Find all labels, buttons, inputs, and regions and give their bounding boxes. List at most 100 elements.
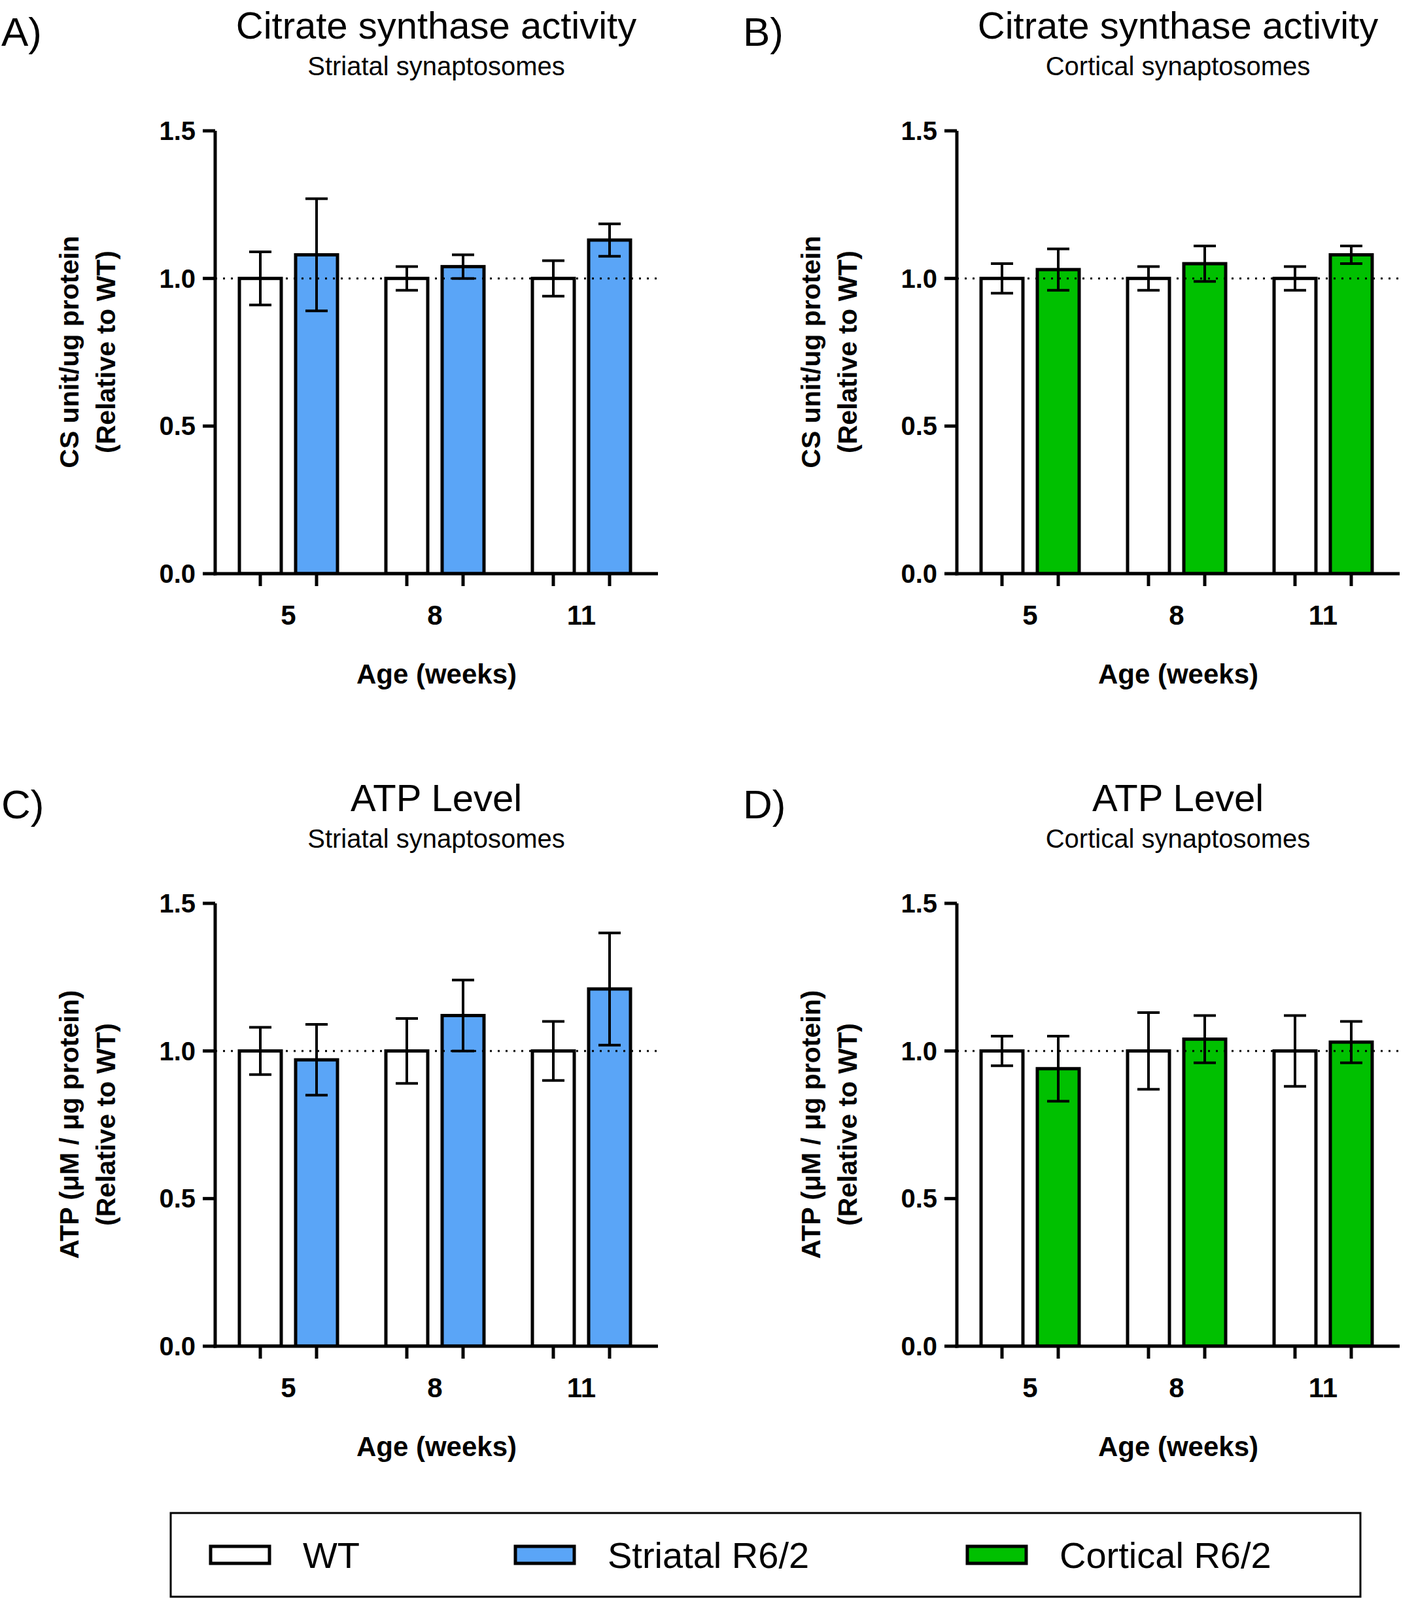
error-cap [1137, 1011, 1160, 1014]
x-tick [1349, 1346, 1354, 1359]
title: ATP Level [1092, 776, 1264, 819]
error-bar [305, 198, 328, 312]
error-bar [395, 1018, 418, 1084]
error-bar [598, 223, 621, 257]
x-tick [1349, 573, 1354, 587]
bar [532, 1051, 575, 1347]
error-cap [1193, 1061, 1216, 1065]
error-cap [1340, 1020, 1363, 1023]
y-axis [955, 903, 959, 1348]
bar [588, 240, 631, 574]
x-tick-label: 8 [427, 599, 443, 631]
error-cap [1047, 289, 1070, 292]
error-stem [461, 979, 465, 1051]
x-tick [259, 573, 263, 587]
error-cap [305, 197, 328, 201]
error-cap [990, 1034, 1014, 1038]
error-cap [990, 291, 1014, 295]
y-tick-label: 0.0 [158, 1331, 196, 1361]
y-tick-label: 0.5 [158, 1183, 196, 1213]
error-cap [542, 1079, 565, 1082]
bar [1330, 255, 1373, 574]
error-bar [451, 979, 475, 1051]
panel: C)ATP LevelStriatal synaptosomesATP (μM … [1, 776, 658, 1462]
x-tick [552, 573, 556, 587]
panel: A)Citrate synthase activityStriatal syna… [1, 3, 658, 690]
y-tick-label: 1.5 [900, 116, 938, 146]
error-stem [1203, 1015, 1207, 1063]
x-tick-label: 11 [1308, 1372, 1338, 1403]
error-stem [405, 266, 409, 291]
error-cap [1283, 1014, 1307, 1018]
subtitle: Striatal synaptosomes [307, 51, 566, 81]
x-axis-label: Age (weeks) [356, 1431, 517, 1462]
x-axis [955, 572, 1401, 576]
y-tick [202, 424, 216, 428]
x-tick-label: 11 [567, 599, 596, 631]
error-bar [1137, 266, 1160, 291]
error-bar [1047, 1036, 1070, 1101]
error-stem [461, 255, 465, 279]
error-stem [259, 251, 262, 305]
y-axis-label: ATP (μM / μg protein) [54, 990, 85, 1260]
x-tick [1000, 573, 1004, 587]
error-cap [1193, 1014, 1216, 1018]
error-cap [1340, 244, 1363, 248]
y-tick-label: 1.0 [900, 1036, 938, 1066]
x-tick [1000, 1346, 1004, 1359]
y-tick [202, 276, 216, 280]
error-cap [305, 1093, 328, 1097]
error-cap [249, 250, 272, 254]
bar [385, 1051, 428, 1347]
panel-label: B) [742, 9, 784, 55]
y-tick [202, 1196, 216, 1201]
error-stem [1203, 245, 1207, 282]
legend-label: Striatal R6/2 [607, 1534, 810, 1576]
y-tick-label: 0.0 [158, 559, 196, 588]
x-tick [405, 1346, 409, 1359]
error-cap [1193, 244, 1216, 248]
error-stem [1349, 245, 1353, 264]
y-tick [202, 901, 216, 906]
error-stem [608, 932, 611, 1046]
error-cap [598, 931, 621, 934]
x-tick [1203, 1346, 1207, 1359]
title: Citrate synthase activity [977, 3, 1379, 47]
error-cap [395, 265, 418, 269]
x-tick [608, 1346, 612, 1359]
error-cap [598, 222, 621, 225]
x-tick [315, 573, 319, 587]
x-axis-label: Age (weeks) [1098, 1431, 1259, 1462]
y-tick [944, 129, 957, 133]
x-axis [955, 1344, 1401, 1348]
error-stem [1000, 1036, 1004, 1066]
error-stem [405, 1018, 409, 1084]
x-axis-label: Age (weeks) [1098, 658, 1259, 690]
y-axis [213, 903, 218, 1348]
x-axis-label: Age (weeks) [356, 658, 517, 690]
reference-line [215, 277, 658, 280]
y-tick-label: 1.5 [158, 116, 196, 146]
error-bar [990, 263, 1014, 294]
title: Citrate synthase activity [236, 3, 637, 47]
y-axis-label: (Relative to WT) [832, 1022, 863, 1226]
error-cap [1047, 247, 1070, 251]
error-cap [451, 1049, 475, 1053]
error-bar [598, 932, 621, 1046]
x-tick [608, 573, 612, 587]
figure: A)Citrate synthase activityStriatal syna… [0, 0, 1416, 1600]
error-cap [598, 255, 621, 258]
bar [532, 278, 575, 574]
bar [239, 1051, 282, 1347]
subtitle: Cortical synaptosomes [1045, 824, 1311, 853]
error-cap [305, 309, 328, 312]
y-tick-label: 0.0 [900, 1331, 938, 1361]
x-axis [213, 1344, 659, 1348]
bar [981, 278, 1023, 574]
x-tick [1147, 1346, 1151, 1359]
error-cap [1340, 262, 1363, 265]
reference-line [215, 1049, 658, 1052]
x-tick [1147, 573, 1151, 587]
y-tick-label: 0.5 [158, 411, 196, 441]
x-axis [213, 572, 659, 576]
